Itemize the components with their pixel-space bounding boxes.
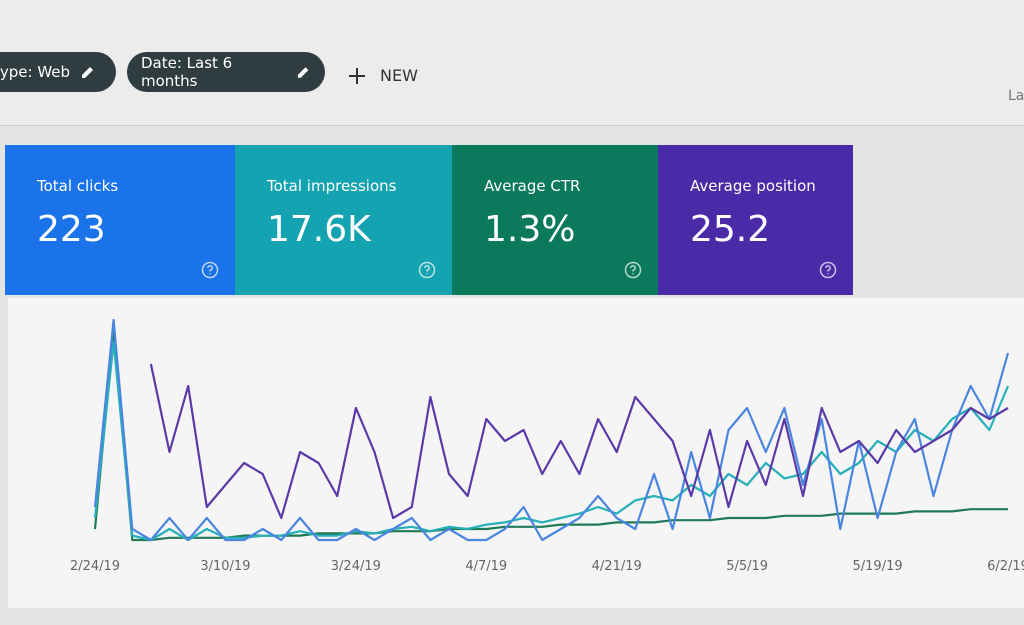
help-icon xyxy=(624,261,642,279)
metric-cards: Total clicks 223 Total impressions 17.6K Ave… xyxy=(5,145,853,295)
series-line xyxy=(93,340,1010,542)
new-label: NEW xyxy=(380,66,418,85)
help-mark xyxy=(825,265,831,275)
metric-label: Average position xyxy=(690,177,816,195)
toolbar: type: Web Date: Last 6 months NEW La xyxy=(0,0,1024,126)
help-circle xyxy=(819,261,837,279)
x-tick-label: 5/19/19 xyxy=(853,559,903,574)
metric-value: 223 xyxy=(37,209,106,250)
metric-card: Average position 25.2 xyxy=(658,145,853,295)
series-line xyxy=(149,363,1009,520)
x-tick-label: 5/5/19 xyxy=(726,559,768,574)
help-mark xyxy=(630,265,636,275)
x-tick-label: 4/21/19 xyxy=(592,559,642,574)
metric-value: 1.3% xyxy=(484,209,576,250)
chart-panel: 2/24/19 3/10/19 3/24/19 4/7/19 4/21/19 5/5/19… xyxy=(8,298,1024,608)
metric-label: Average CTR xyxy=(484,177,581,195)
metric-value: 17.6K xyxy=(267,209,371,250)
help-circle xyxy=(624,261,642,279)
metric-label: Total clicks xyxy=(37,177,119,195)
chart: 2/24/19 3/10/19 3/24/19 4/7/19 4/21/19 5/5/19… xyxy=(70,318,1024,574)
help-icon xyxy=(201,261,219,279)
metric-value: 25.2 xyxy=(690,209,771,250)
help-icon xyxy=(819,261,837,279)
new-button[interactable]: NEW xyxy=(348,66,418,85)
edit-icon xyxy=(297,67,309,78)
series-line xyxy=(93,318,1010,542)
help-mark xyxy=(207,265,213,275)
x-tick-label: 2/24/19 xyxy=(70,559,120,574)
help-circle xyxy=(418,261,436,279)
series-line xyxy=(93,329,1008,542)
metric-card: Total impressions 17.6K xyxy=(235,145,452,295)
x-tick-label: 6/2/19 xyxy=(987,559,1024,574)
filter-label: Date: Last 6 months xyxy=(141,54,233,90)
plus-icon xyxy=(349,67,365,84)
x-tick-label: 3/10/19 xyxy=(200,559,250,574)
metric-card: Average CTR 1.3% xyxy=(452,145,658,295)
help-mark xyxy=(424,265,430,275)
x-tick-label: 3/24/19 xyxy=(331,559,381,574)
filter-chip[interactable]: type: Web xyxy=(0,52,116,92)
corner-text: La xyxy=(1008,88,1024,104)
x-tick-label: 4/7/19 xyxy=(465,559,507,574)
help-icon xyxy=(418,261,436,279)
filter-chip[interactable]: Date: Last 6 months xyxy=(127,52,325,92)
help-circle xyxy=(201,261,219,279)
filter-label: type: Web xyxy=(0,63,71,81)
metric-label: Total impressions xyxy=(267,177,397,195)
edit-icon xyxy=(82,67,94,78)
metric-card: Total clicks 223 xyxy=(5,145,235,295)
